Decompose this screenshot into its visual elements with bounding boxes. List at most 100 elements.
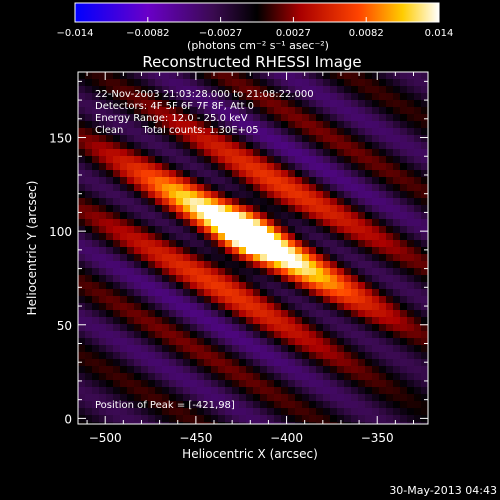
heatmap-cell — [288, 114, 295, 121]
heatmap-cell — [309, 121, 316, 128]
heatmap-cell — [155, 107, 162, 114]
heatmap-cell — [323, 170, 330, 177]
heatmap-cell — [316, 100, 323, 107]
heatmap-cell — [225, 380, 232, 387]
heatmap-cell — [204, 212, 211, 219]
heatmap-cell — [218, 156, 225, 163]
heatmap-cell — [274, 184, 281, 191]
heatmap-cell — [414, 170, 421, 177]
heatmap-cell — [309, 254, 316, 261]
heatmap-cell — [232, 114, 239, 121]
heatmap-cell — [232, 191, 239, 198]
heatmap-cell — [211, 310, 218, 317]
heatmap-cell — [92, 268, 99, 275]
heatmap-cell — [274, 303, 281, 310]
heatmap-cell — [120, 86, 127, 93]
heatmap-cell — [134, 121, 141, 128]
heatmap-cell — [211, 114, 218, 121]
heatmap-cell — [204, 170, 211, 177]
heatmap-cell — [127, 128, 134, 135]
heatmap-cell — [197, 408, 204, 415]
heatmap-cell — [246, 212, 253, 219]
heatmap-cell — [155, 121, 162, 128]
heatmap-cell — [85, 310, 92, 317]
heatmap-cell — [134, 275, 141, 282]
heatmap-cell — [155, 338, 162, 345]
heatmap-cell — [316, 296, 323, 303]
heatmap-cell — [85, 114, 92, 121]
heatmap-cell — [176, 219, 183, 226]
heatmap-cell — [85, 422, 92, 424]
heatmap-cell — [337, 366, 344, 373]
heatmap-cell — [267, 93, 274, 100]
heatmap-cell — [302, 135, 309, 142]
heatmap-cell — [134, 401, 141, 408]
heatmap-cell — [162, 345, 169, 352]
heatmap-cell — [260, 177, 267, 184]
heatmap-cell — [274, 422, 281, 424]
heatmap-cell — [253, 296, 260, 303]
heatmap-cell — [386, 331, 393, 338]
heatmap-cell — [162, 352, 169, 359]
heatmap-cell — [232, 268, 239, 275]
heatmap-cell — [190, 317, 197, 324]
heatmap-cell — [218, 135, 225, 142]
heatmap-cell — [99, 324, 106, 331]
heatmap-cell — [372, 247, 379, 254]
heatmap-cell — [211, 107, 218, 114]
heatmap-cell — [281, 408, 288, 415]
heatmap-cell — [176, 121, 183, 128]
heatmap-cell — [267, 219, 274, 226]
heatmap-cell — [407, 387, 414, 394]
heatmap-cell — [267, 240, 274, 247]
heatmap-cell — [127, 296, 134, 303]
heatmap-cell — [260, 296, 267, 303]
heatmap-cell — [421, 219, 428, 226]
heatmap-cell — [365, 261, 372, 268]
heatmap-cell — [155, 345, 162, 352]
heatmap-cell — [155, 289, 162, 296]
heatmap-cell — [295, 142, 302, 149]
heatmap-cell — [379, 121, 386, 128]
heatmap-cell — [372, 275, 379, 282]
heatmap-cell — [302, 79, 309, 86]
heatmap-cell — [99, 163, 106, 170]
heatmap-cell — [372, 93, 379, 100]
heatmap-cell — [204, 310, 211, 317]
heatmap-cell — [372, 79, 379, 86]
heatmap-cell — [155, 142, 162, 149]
heatmap-cell — [176, 408, 183, 415]
heatmap-cell — [393, 156, 400, 163]
heatmap-cell — [169, 93, 176, 100]
heatmap-cell — [239, 310, 246, 317]
heatmap-cell — [414, 303, 421, 310]
heatmap-cell — [358, 149, 365, 156]
heatmap-cell — [78, 93, 85, 100]
heatmap-cell — [169, 240, 176, 247]
heatmap-cell — [141, 394, 148, 401]
heatmap-cell — [393, 296, 400, 303]
heatmap-cell — [393, 86, 400, 93]
heatmap-cell — [113, 191, 120, 198]
heatmap-cell — [316, 324, 323, 331]
heatmap-cell — [386, 79, 393, 86]
heatmap-cell — [372, 394, 379, 401]
heatmap-cell — [99, 359, 106, 366]
heatmap-cell — [134, 408, 141, 415]
heatmap-cell — [372, 317, 379, 324]
heatmap-cell — [183, 401, 190, 408]
heatmap-cell — [372, 303, 379, 310]
heatmap-cell — [246, 114, 253, 121]
heatmap-cell — [120, 128, 127, 135]
heatmap-cell — [421, 408, 428, 415]
heatmap-cell — [148, 408, 155, 415]
heatmap-cell — [162, 282, 169, 289]
heatmap-cell — [337, 373, 344, 380]
heatmap-cell — [400, 401, 407, 408]
heatmap-cell — [120, 163, 127, 170]
heatmap-cell — [78, 380, 85, 387]
heatmap-cell — [260, 261, 267, 268]
heatmap-cell — [204, 268, 211, 275]
heatmap-cell — [211, 366, 218, 373]
heatmap-cell — [344, 275, 351, 282]
